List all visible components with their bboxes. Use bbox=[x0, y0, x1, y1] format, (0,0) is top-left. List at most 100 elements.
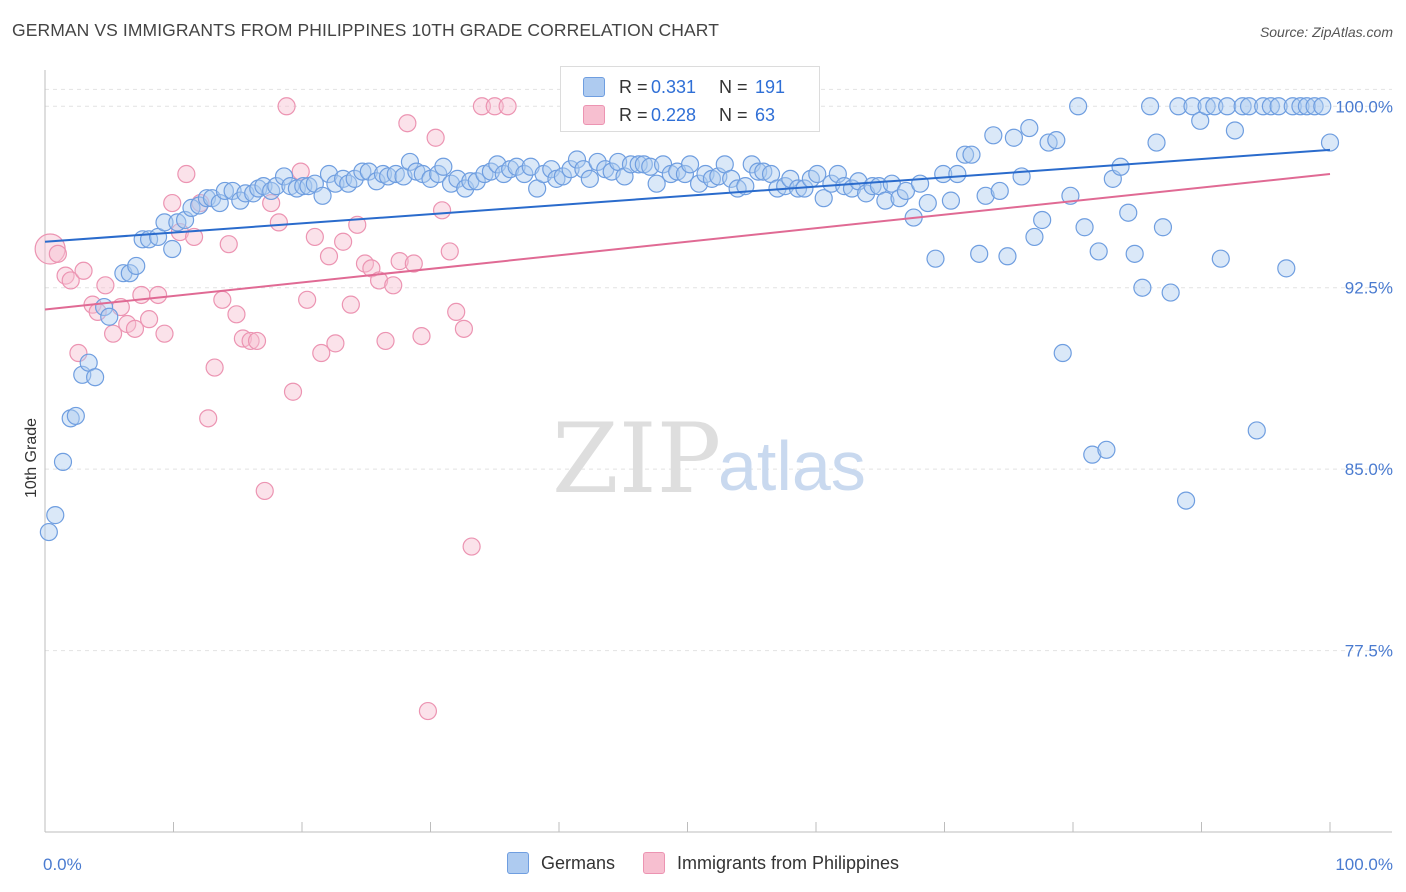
german-point bbox=[244, 184, 263, 203]
german-point bbox=[781, 169, 800, 188]
german-point bbox=[574, 160, 593, 179]
german-point bbox=[1140, 97, 1160, 116]
legend-row-germans: R = 0.331 N = 191 bbox=[583, 73, 785, 101]
german-point bbox=[215, 181, 234, 201]
german-point bbox=[1119, 203, 1138, 222]
philippines-point bbox=[447, 302, 466, 322]
german-point bbox=[1089, 242, 1108, 261]
german-point bbox=[1239, 97, 1259, 116]
philippines-point bbox=[462, 537, 481, 556]
philippines-point bbox=[125, 319, 145, 338]
german-point bbox=[1305, 97, 1324, 116]
german-point bbox=[1254, 97, 1273, 116]
germans-trend-line bbox=[44, 148, 1331, 243]
german-point bbox=[1283, 97, 1302, 116]
german-point bbox=[313, 186, 332, 205]
german-point bbox=[367, 172, 386, 191]
german-point bbox=[262, 181, 281, 201]
philippines-point bbox=[426, 128, 445, 147]
german-point bbox=[1125, 244, 1144, 263]
german-point bbox=[1320, 133, 1340, 152]
german-point bbox=[1147, 133, 1166, 152]
philippines-point bbox=[163, 193, 182, 213]
legend-item-germans: Germans bbox=[506, 852, 615, 874]
philippines-point bbox=[412, 326, 431, 346]
german-point bbox=[1083, 445, 1102, 464]
german-point bbox=[1183, 97, 1202, 116]
german-point bbox=[1291, 97, 1310, 116]
philippines-point bbox=[96, 276, 115, 295]
german-point bbox=[742, 155, 761, 174]
y-tick-label: 85.0% bbox=[1345, 460, 1393, 479]
german-point bbox=[100, 307, 119, 326]
german-point bbox=[467, 172, 486, 191]
n-value: 63 bbox=[755, 104, 776, 125]
philippines-point bbox=[319, 247, 339, 266]
philippines-point bbox=[326, 334, 345, 353]
philippines-point bbox=[312, 343, 331, 363]
german-point bbox=[1297, 97, 1316, 116]
philippines-points bbox=[34, 97, 517, 721]
german-point bbox=[1218, 97, 1237, 116]
philippines-point bbox=[205, 358, 224, 377]
n-label: N = bbox=[719, 104, 748, 125]
philippines-trend-line bbox=[44, 173, 1331, 311]
german-point bbox=[567, 150, 587, 169]
series-legend: Germans Immigrants from Philippines bbox=[0, 852, 1406, 874]
german-point bbox=[722, 169, 741, 188]
german-point bbox=[675, 164, 695, 184]
german-point bbox=[876, 191, 895, 210]
philippines-point bbox=[199, 409, 218, 428]
tick-labels: 77.5% 85.0% 92.5% 100.0% 0.0% 100.0% bbox=[43, 97, 1393, 874]
source-credit: Source: ZipAtlas.com bbox=[1259, 24, 1393, 40]
german-point bbox=[86, 368, 105, 387]
philippines-point bbox=[283, 382, 303, 401]
german-point bbox=[1020, 118, 1039, 138]
german-point bbox=[1225, 121, 1245, 140]
german-point bbox=[976, 186, 995, 205]
german-point bbox=[1261, 97, 1280, 116]
philippines-point bbox=[277, 97, 296, 116]
german-point bbox=[882, 174, 901, 193]
german-point bbox=[1277, 259, 1296, 278]
german-point bbox=[1205, 97, 1224, 116]
german-point bbox=[1069, 97, 1088, 116]
philippines-point bbox=[432, 201, 452, 220]
german-point bbox=[66, 406, 85, 426]
german-point bbox=[39, 522, 58, 542]
german-point bbox=[1197, 97, 1216, 116]
german-point bbox=[274, 167, 294, 186]
philippines-point bbox=[241, 331, 260, 351]
philippines-point bbox=[219, 235, 238, 254]
german-point bbox=[46, 506, 65, 525]
philippines-point bbox=[227, 305, 246, 324]
philippines-point bbox=[370, 271, 389, 290]
german-point bbox=[926, 249, 945, 268]
german-point bbox=[918, 193, 937, 213]
stats-legend: R = 0.331 N = 191 R = 0.228 N = 63 bbox=[560, 66, 820, 132]
german-point bbox=[120, 264, 139, 283]
german-point bbox=[890, 189, 909, 208]
r-value: 0.228 bbox=[651, 104, 697, 125]
philippines-point bbox=[184, 227, 204, 247]
philippines-point bbox=[139, 310, 159, 329]
germans-legend-label: Germans bbox=[540, 852, 615, 873]
philippines-point bbox=[247, 331, 267, 351]
germans-swatch bbox=[583, 77, 605, 97]
german-point bbox=[507, 157, 526, 176]
germans-legend-swatch bbox=[506, 852, 529, 874]
legend-item-philippines: Immigrants from Philippines bbox=[642, 852, 900, 874]
philippines-point bbox=[384, 276, 403, 295]
german-point bbox=[1097, 440, 1116, 459]
philippines-point bbox=[418, 701, 438, 721]
philippines-legend-label: Immigrants from Philippines bbox=[676, 852, 900, 873]
german-point bbox=[345, 169, 364, 188]
german-point bbox=[127, 256, 146, 276]
german-point bbox=[1313, 97, 1332, 116]
german-point bbox=[1153, 218, 1173, 237]
german-point bbox=[998, 247, 1017, 266]
philippines-point bbox=[398, 114, 417, 133]
philippines-point bbox=[485, 97, 504, 116]
german-point bbox=[1161, 283, 1180, 302]
german-point bbox=[1233, 97, 1252, 116]
